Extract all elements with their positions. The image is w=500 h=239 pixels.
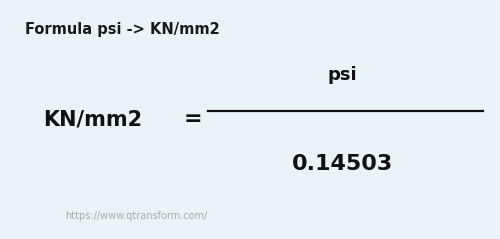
Text: Formula psi -> KN/mm2: Formula psi -> KN/mm2 [25, 22, 220, 37]
Text: =: = [183, 109, 202, 130]
Text: https://www.qtransform.com/: https://www.qtransform.com/ [65, 211, 208, 221]
Text: KN/mm2: KN/mm2 [43, 109, 142, 130]
Text: 0.14503: 0.14503 [292, 154, 393, 174]
Text: psi: psi [328, 66, 358, 84]
